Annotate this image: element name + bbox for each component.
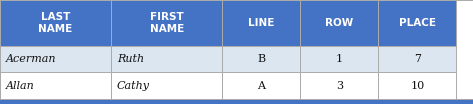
FancyBboxPatch shape xyxy=(222,72,300,99)
Text: 7: 7 xyxy=(414,54,421,64)
Text: A: A xyxy=(257,80,265,91)
FancyBboxPatch shape xyxy=(378,46,456,72)
FancyBboxPatch shape xyxy=(111,0,222,46)
Text: FIRST
NAME: FIRST NAME xyxy=(149,12,184,34)
Text: B: B xyxy=(257,54,265,64)
FancyBboxPatch shape xyxy=(111,72,222,99)
Text: Ruth: Ruth xyxy=(117,54,144,64)
FancyBboxPatch shape xyxy=(222,0,300,46)
FancyBboxPatch shape xyxy=(378,0,456,46)
Text: Allan: Allan xyxy=(6,80,35,91)
Text: PLACE: PLACE xyxy=(399,18,436,28)
FancyBboxPatch shape xyxy=(0,0,111,46)
Text: ROW: ROW xyxy=(325,18,353,28)
Text: Acerman: Acerman xyxy=(6,54,56,64)
FancyBboxPatch shape xyxy=(0,99,473,104)
Text: 10: 10 xyxy=(410,80,425,91)
FancyBboxPatch shape xyxy=(111,46,222,72)
FancyBboxPatch shape xyxy=(222,46,300,72)
Text: LINE: LINE xyxy=(248,18,274,28)
FancyBboxPatch shape xyxy=(300,0,378,46)
Text: Cathy: Cathy xyxy=(117,80,150,91)
FancyBboxPatch shape xyxy=(300,72,378,99)
FancyBboxPatch shape xyxy=(0,46,111,72)
FancyBboxPatch shape xyxy=(378,72,456,99)
Text: 3: 3 xyxy=(336,80,343,91)
FancyBboxPatch shape xyxy=(300,46,378,72)
Text: 1: 1 xyxy=(336,54,343,64)
Text: LAST
NAME: LAST NAME xyxy=(38,12,73,34)
FancyBboxPatch shape xyxy=(0,72,111,99)
